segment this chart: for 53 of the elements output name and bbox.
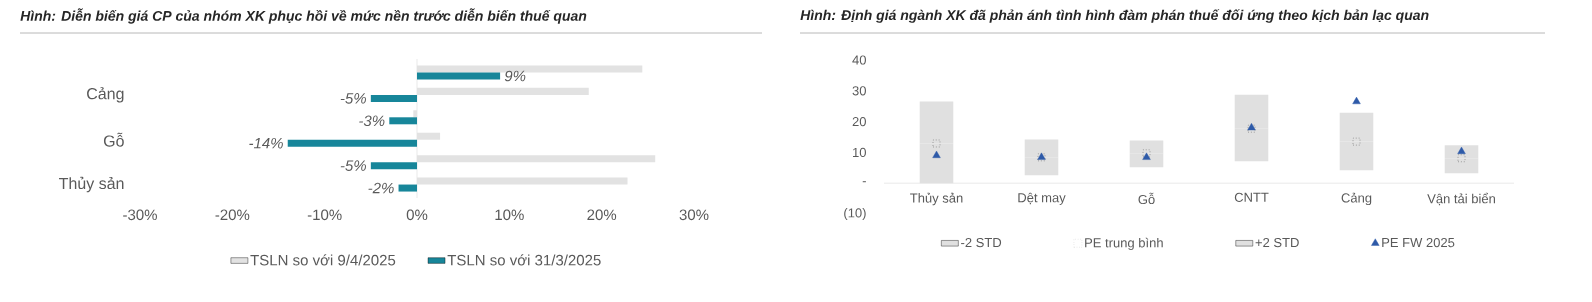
legend-label: -2 STD: [961, 237, 1002, 248]
data-label: -3%: [359, 115, 385, 127]
point: [1457, 154, 1466, 163]
bar: [389, 117, 417, 125]
chart-title: Hình: Diễn biến giá CP của nhóm XK phục hồi về mức nền trước diễn biến thuế quan: [20, 8, 587, 24]
x-tick-label: Dệt may: [1018, 192, 1066, 205]
legend-label: +2 STD: [1255, 237, 1299, 248]
data-label: -2%: [368, 182, 394, 194]
y-tick-label: 20: [852, 117, 866, 127]
x-tick-label: -30%: [123, 209, 157, 221]
bar: [417, 177, 628, 185]
x-tick-label: CNTT: [1234, 192, 1269, 202]
legend-label: TSLN so với 9/4/2025: [250, 254, 396, 266]
data-label: -14%: [249, 137, 283, 149]
y-tick-label: Gỗ: [103, 132, 124, 147]
bar: [398, 184, 417, 192]
x-tick-label: Thủy sản: [910, 192, 963, 206]
legend-label: PE trung bình: [1085, 237, 1163, 250]
x-tick-label: -20%: [215, 209, 250, 221]
y-tick-label: (10): [844, 207, 866, 221]
data-label: 9%: [504, 70, 526, 82]
point: [1352, 137, 1361, 146]
data-label: -5%: [340, 160, 366, 171]
bar: [370, 162, 417, 170]
legend-label: TSLN so với 31/3/2025: [447, 254, 601, 266]
x-tick-label: 20%: [587, 209, 617, 221]
x-tick-label: 10%: [495, 209, 524, 221]
x-tick-label: 0%: [406, 209, 428, 221]
x-tick-label: Vận tải biển: [1427, 192, 1495, 206]
y-tick-label: -: [862, 181, 866, 183]
bar: [287, 139, 417, 147]
point: [932, 139, 941, 148]
x-tick-label: Cảng: [1341, 192, 1372, 206]
x-tick-label: -10%: [307, 209, 342, 221]
y-tick-label: Thủy sản: [59, 176, 124, 193]
bar: [413, 110, 417, 118]
bar: [417, 132, 441, 140]
data-label: -5%: [340, 93, 366, 104]
bar: [370, 94, 417, 102]
y-tick-label: 40: [852, 55, 866, 65]
bar: [417, 155, 656, 163]
x-tick-label: 30%: [679, 209, 709, 221]
bar: [417, 87, 589, 95]
y-tick-label: 30: [852, 86, 866, 96]
y-tick-label: Cảng: [87, 87, 124, 103]
legend-label: PE FW 2025: [1382, 237, 1455, 248]
x-tick-label: Gỗ: [1138, 192, 1155, 205]
y-tick-label: 10: [853, 147, 866, 157]
point: [1352, 96, 1361, 105]
bar: [417, 72, 501, 80]
point: [1457, 146, 1466, 154]
chart-title: Hình: Định giá ngành XK đã phản ánh tình hình đàm phán thuế đối ứng theo kịch bản lạc quan: [800, 9, 1429, 23]
point: [932, 150, 941, 158]
